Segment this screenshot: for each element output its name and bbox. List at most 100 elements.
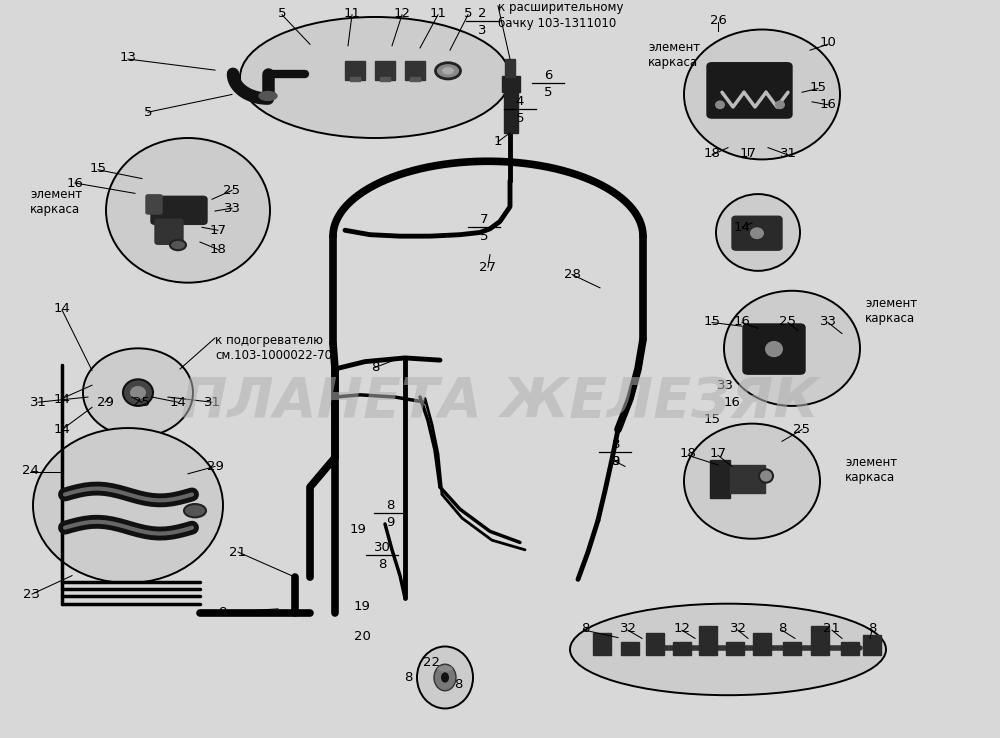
Text: элемент
каркаса: элемент каркаса [30, 188, 82, 216]
Text: 5: 5 [464, 7, 472, 20]
Text: 18: 18 [704, 147, 720, 160]
Ellipse shape [684, 30, 840, 159]
Text: 24: 24 [22, 464, 38, 477]
Bar [646, 633, 664, 655]
Text: элемент
каркаса: элемент каркаса [648, 41, 700, 69]
Bar [350, 77, 360, 81]
Text: 8: 8 [778, 622, 786, 635]
Text: 10: 10 [820, 36, 836, 49]
FancyBboxPatch shape [743, 324, 805, 374]
FancyBboxPatch shape [707, 63, 792, 118]
Text: 8: 8 [581, 622, 589, 635]
Text: 15: 15 [704, 314, 720, 328]
Text: 31: 31 [204, 396, 220, 409]
Text: 31: 31 [30, 396, 46, 409]
Text: 17: 17 [210, 224, 226, 237]
Ellipse shape [434, 664, 456, 691]
Text: 18: 18 [680, 447, 696, 461]
Text: 1: 1 [494, 135, 502, 148]
Text: 14: 14 [54, 423, 70, 436]
Text: 8: 8 [378, 558, 386, 571]
Ellipse shape [775, 100, 785, 109]
Text: 5: 5 [480, 230, 488, 244]
Ellipse shape [750, 227, 764, 239]
Text: 16: 16 [820, 98, 836, 111]
Text: 8: 8 [611, 438, 619, 451]
Text: ПЛАНЕТА ЖЕЛЕЗЯК: ПЛАНЕТА ЖЕЛЕЗЯК [181, 375, 819, 430]
FancyBboxPatch shape [155, 219, 183, 244]
Text: 6: 6 [544, 69, 552, 82]
Bar [405, 61, 425, 80]
Text: 17: 17 [740, 147, 757, 160]
Text: 11: 11 [344, 7, 360, 20]
Text: элемент
каркаса: элемент каркаса [865, 297, 917, 325]
Ellipse shape [570, 604, 886, 695]
Ellipse shape [684, 424, 820, 539]
Ellipse shape [724, 291, 860, 406]
Ellipse shape [83, 348, 193, 437]
Text: 12: 12 [394, 7, 411, 20]
Text: 8: 8 [218, 606, 226, 619]
Text: 8: 8 [611, 455, 619, 468]
Text: к расширительному
бачку 103-1311010: к расширительному бачку 103-1311010 [498, 1, 624, 30]
Text: 19: 19 [350, 523, 366, 537]
Text: 15: 15 [704, 413, 720, 426]
Text: 8: 8 [386, 499, 394, 512]
Text: 16: 16 [67, 176, 83, 190]
Ellipse shape [170, 240, 186, 250]
Ellipse shape [417, 646, 473, 708]
Text: 3: 3 [478, 24, 486, 37]
Bar [730, 465, 765, 493]
Text: 13: 13 [120, 51, 136, 64]
Text: 11: 11 [430, 7, 446, 20]
Bar [726, 642, 744, 655]
Text: 22: 22 [424, 656, 440, 669]
Bar [505, 59, 515, 77]
Ellipse shape [106, 138, 270, 283]
Bar [783, 642, 801, 655]
Text: 8: 8 [371, 361, 379, 374]
Ellipse shape [184, 504, 206, 517]
Text: 5: 5 [278, 7, 286, 20]
Text: 30: 30 [374, 541, 390, 554]
Ellipse shape [716, 194, 800, 271]
Ellipse shape [765, 341, 783, 357]
Text: 4: 4 [516, 95, 524, 108]
Ellipse shape [240, 17, 510, 138]
Text: 8: 8 [404, 671, 412, 684]
Bar [621, 642, 639, 655]
Ellipse shape [33, 428, 223, 583]
Text: 16: 16 [734, 314, 750, 328]
Bar [811, 626, 829, 655]
Text: 8: 8 [454, 678, 462, 692]
Ellipse shape [715, 100, 725, 109]
Bar [345, 61, 365, 80]
Text: 7: 7 [480, 213, 488, 227]
Text: 9: 9 [611, 455, 619, 468]
Ellipse shape [130, 386, 146, 399]
Text: 14: 14 [170, 396, 186, 409]
Text: 14: 14 [54, 393, 70, 407]
Text: 14: 14 [54, 302, 70, 315]
Text: 31: 31 [780, 147, 796, 160]
Text: 19: 19 [354, 600, 370, 613]
Bar [863, 635, 881, 655]
Text: 12: 12 [674, 622, 690, 635]
Text: 25: 25 [224, 184, 240, 197]
Bar [841, 642, 859, 655]
Text: 15: 15 [90, 162, 106, 175]
Text: 8: 8 [868, 622, 876, 635]
Text: 27: 27 [480, 261, 496, 274]
Text: 25: 25 [134, 396, 150, 409]
Text: 32: 32 [730, 622, 746, 635]
Ellipse shape [441, 672, 449, 683]
Ellipse shape [436, 63, 460, 79]
Text: 33: 33 [716, 379, 734, 392]
FancyBboxPatch shape [146, 195, 162, 214]
Bar [673, 642, 691, 655]
Text: 5: 5 [544, 86, 552, 99]
Text: 16: 16 [724, 396, 740, 409]
FancyBboxPatch shape [732, 216, 782, 250]
Ellipse shape [438, 666, 452, 672]
Bar [710, 460, 730, 498]
